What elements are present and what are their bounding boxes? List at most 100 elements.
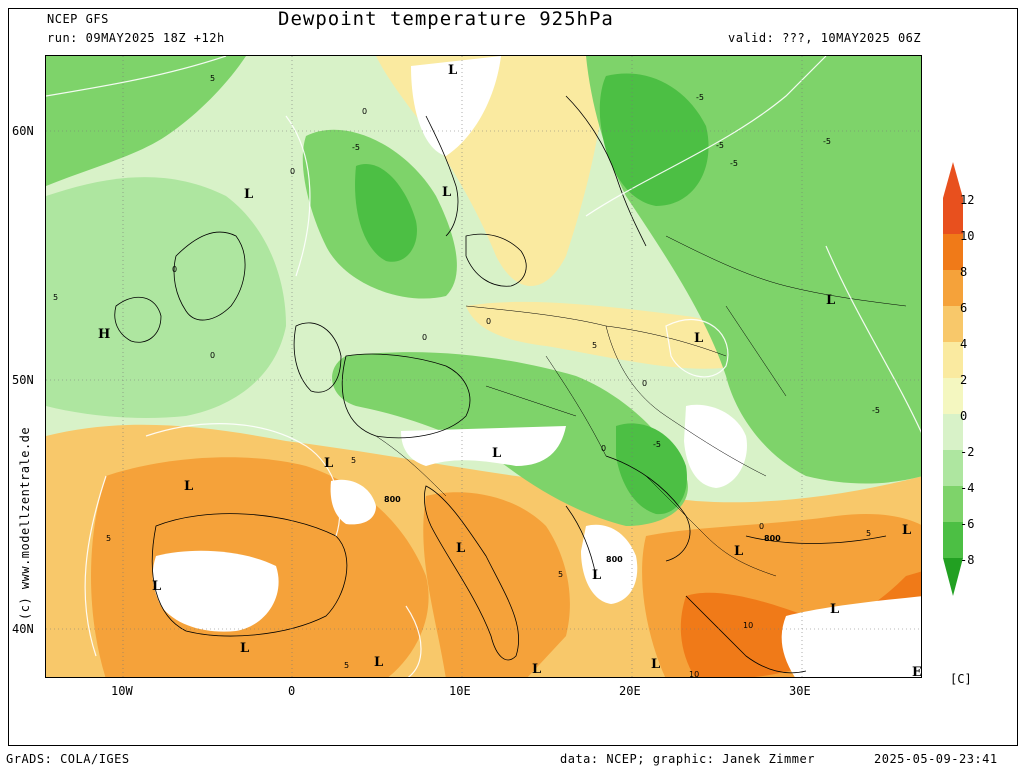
low-marker: L [240,641,249,656]
low-marker: L [456,541,465,556]
colorbar-label: 6 [960,301,968,315]
dark-green-east [599,73,709,206]
contour-label-0: 0 [210,351,215,360]
contour-label-0: 0 [362,107,367,116]
figure-frame [8,8,1018,746]
dewpoint-map: L L L L L L L L L L L L L L L L L L H E … [45,55,922,678]
contour-label-minus5: -5 [352,143,360,152]
lon-label-30e: 30E [789,684,811,698]
colorbar-swatch-12 [943,198,963,234]
contour-label-0: 0 [422,333,427,342]
colorbar-swatch-10 [943,234,963,270]
low-marker: L [448,63,457,78]
lat-label-50n: 50N [12,373,34,387]
side-credit: (c) www.modellzentrale.de [18,426,32,620]
dark-green-northsea [355,164,417,262]
light-green-atlantic [46,177,286,418]
map-title: Dewpoint temperature 925hPa [278,8,614,30]
contour-label-800: 800 [764,534,781,543]
country-borders [375,235,907,577]
low-marker: L [902,523,911,538]
mask-turkey [781,596,921,677]
contour-label-minus5: -5 [823,137,831,146]
footer-timestamp: 2025-05-09-23:41 [874,752,998,766]
dark-green-balkans [616,423,687,515]
contour-label-5: 5 [344,661,349,670]
contour-label-0: 0 [601,444,606,453]
contour-label-minus5: -5 [696,93,704,102]
run-label: run: 09MAY2025 18Z +12h [47,31,225,45]
low-marker: L [694,331,703,346]
footer-credit: data: NCEP; graphic: Janek Zimmer [560,752,815,766]
mask-iberia [152,550,279,632]
low-marker: L [592,568,601,583]
colorbar-swatch-0 [943,414,963,450]
lon-label-20e: 20E [619,684,641,698]
colorbar-unit: [C] [950,672,972,686]
colorbar-label: 12 [960,193,975,207]
low-marker: L [152,579,161,594]
low-marker: L [830,602,839,617]
colorbar-swatch-4 [943,342,963,378]
low-marker: L [826,293,835,308]
low-marker: L [442,185,451,200]
contour-label-minus5: -5 [730,159,738,168]
coastlines [114,95,887,674]
colorbar-swatch-minus2 [943,450,963,486]
warm-band-italy [423,492,570,677]
contour-label-minus5: -5 [653,440,661,449]
contour-label-0: 0 [642,379,647,388]
low-marker: L [651,657,660,672]
footer-software: GrADS: COLA/IGES [6,752,130,766]
colorbar-label: -8 [960,553,975,567]
lon-label-0: 0 [288,684,296,698]
colorbar-swatch-8 [943,270,963,306]
colorbar-label: 8 [960,265,968,279]
colorbar-arrow-bottom [943,558,963,596]
low-marker: L [324,456,333,471]
contour-label-800: 800 [384,495,401,504]
mask-massif [330,479,376,525]
contour-label-5: 5 [558,570,563,579]
contour-label-5: 5 [866,529,871,538]
high-marker: H [98,327,110,342]
contour-label-minus5: -5 [872,406,880,415]
contour-label-5: 5 [106,534,111,543]
low-marker: L [184,479,193,494]
colorbar-label: -6 [960,517,975,531]
lat-label-60n: 60N [12,124,34,138]
contour-label-0: 0 [759,522,764,531]
colorbar-swatch-minus4 [943,486,963,522]
contour-label-10: 10 [689,670,699,678]
lon-label-10e: 10E [449,684,471,698]
colorbar-label: 2 [960,373,968,387]
mask-alps [401,426,566,466]
model-label: NCEP GFS [47,12,109,26]
contour-label-5: 5 [351,456,356,465]
colorbar [943,162,963,596]
lat-label-40n: 40N [12,622,34,636]
contour-label-800: 800 [606,555,623,564]
white-isolines [46,56,921,677]
low-marker: L [244,187,253,202]
lon-label-10w: 10W [111,684,133,698]
colorbar-swatch-2 [943,378,963,414]
low-marker: L [492,446,501,461]
colorbar-label: 10 [960,229,975,243]
green-zone-atlantic [46,56,246,186]
colorbar-label: 4 [960,337,968,351]
contour-label-5: 5 [592,341,597,350]
colorbar-label: -2 [960,445,975,459]
colorbar-swatch-6 [943,306,963,342]
colorbar-arrow-top [943,162,963,198]
contour-label-0: 0 [172,265,177,274]
mask-carpathians [684,404,747,488]
contour-label-5: 5 [210,74,215,83]
contour-label-5: 5 [53,293,58,302]
edge-marker: E [912,665,922,678]
colorbar-label: -4 [960,481,975,495]
contour-label-10: 10 [743,621,753,630]
low-marker: L [374,655,383,670]
contour-label-0: 0 [486,317,491,326]
contour-label-0: 0 [290,167,295,176]
